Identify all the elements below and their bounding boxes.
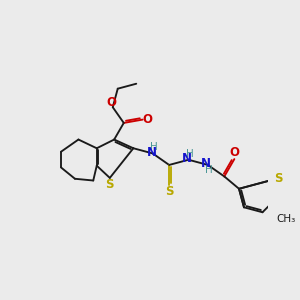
Text: N: N — [182, 152, 192, 165]
Text: H: H — [185, 149, 193, 159]
Text: H: H — [150, 142, 158, 152]
Text: S: S — [165, 184, 173, 198]
Text: S: S — [105, 178, 113, 190]
Text: N: N — [201, 157, 211, 170]
Text: N: N — [147, 146, 157, 159]
Text: O: O — [106, 96, 116, 110]
Text: O: O — [229, 146, 239, 160]
Text: O: O — [142, 113, 152, 126]
Text: S: S — [274, 172, 282, 185]
Text: H: H — [205, 165, 213, 175]
Text: CH₃: CH₃ — [277, 214, 296, 224]
